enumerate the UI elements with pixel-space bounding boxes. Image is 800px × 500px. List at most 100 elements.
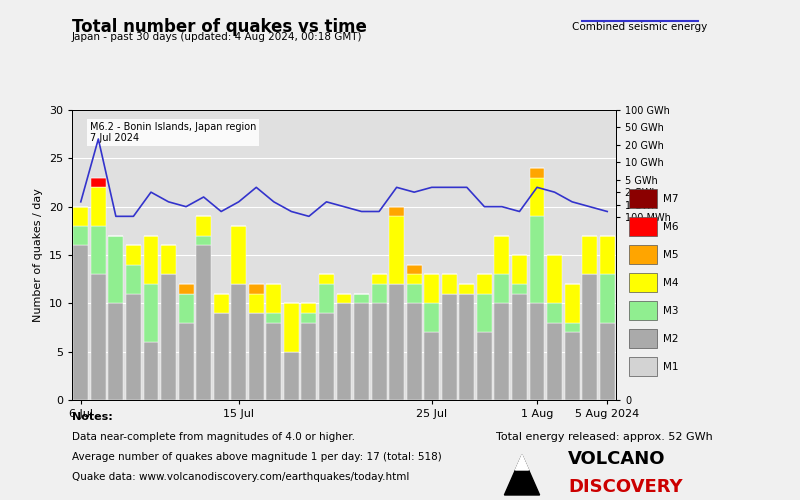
Bar [494,274,510,304]
Bar [512,255,527,284]
Text: Notes:: Notes: [72,412,113,422]
Bar [547,322,562,400]
Bar [565,332,579,400]
Bar [582,236,597,275]
Bar [161,246,176,274]
Bar [319,274,334,284]
Bar [530,304,545,400]
Bar [372,304,386,400]
Bar [565,322,579,332]
Bar [442,294,457,400]
Text: Combined seismic energy: Combined seismic energy [572,22,708,32]
Text: M5: M5 [662,250,678,260]
Bar [630,357,657,376]
Bar [512,284,527,294]
Bar [214,294,229,313]
Bar [372,274,386,284]
Bar [494,304,510,400]
Text: M6.2 - Bonin Islands, Japan region
7 Jul 2024: M6.2 - Bonin Islands, Japan region 7 Jul… [90,122,256,143]
Bar [284,352,299,400]
Bar [354,304,369,400]
Bar [389,206,404,216]
Bar [196,236,211,246]
Text: M7: M7 [662,194,678,203]
Bar [459,284,474,294]
Bar [161,274,176,400]
Bar [547,304,562,322]
Bar [372,284,386,304]
Bar [178,294,194,322]
Text: M4: M4 [662,278,678,287]
Text: Total energy released: approx. 52 GWh: Total energy released: approx. 52 GWh [496,432,713,442]
Polygon shape [504,455,539,495]
Bar [284,304,299,352]
Bar [266,284,282,313]
Bar [530,178,545,216]
Bar [91,274,106,400]
Text: Data near-complete from magnitudes of 4.0 or higher.: Data near-complete from magnitudes of 4.… [72,432,355,442]
Text: M1: M1 [662,362,678,372]
Bar [530,168,545,177]
Bar [337,304,351,400]
Bar [630,329,657,348]
Bar [231,226,246,284]
Text: Quake data: www.volcanodiscovery.com/earthquakes/today.html: Quake data: www.volcanodiscovery.com/ear… [72,472,410,482]
Bar [91,178,106,188]
Bar [214,313,229,400]
Bar [406,304,422,400]
Bar [630,301,657,320]
Bar [600,274,614,322]
Bar [494,236,510,275]
Text: M6: M6 [662,222,678,232]
Bar [74,226,88,246]
Bar [91,226,106,274]
Bar [630,273,657,292]
Text: Japan - past 30 days (updated: 4 Aug 2024, 00:18 GMT): Japan - past 30 days (updated: 4 Aug 202… [72,32,362,42]
Bar [302,313,316,322]
Text: M2: M2 [662,334,678,344]
Bar [319,284,334,313]
Text: VOLCANO: VOLCANO [568,450,666,468]
Bar [126,264,141,294]
Bar [302,304,316,313]
Bar [459,294,474,400]
Bar [630,217,657,236]
Bar [389,284,404,400]
Bar [600,236,614,275]
Bar [477,332,492,400]
Bar [424,274,439,304]
Bar [406,264,422,274]
Bar [302,322,316,400]
Bar [582,274,597,400]
Bar [126,294,141,400]
Bar [565,284,579,323]
Bar [630,189,657,208]
Bar [630,245,657,264]
Bar [109,304,123,400]
Bar [406,274,422,284]
Text: Average number of quakes above magnitude 1 per day: 17 (total: 518): Average number of quakes above magnitude… [72,452,442,462]
Bar [406,284,422,304]
Bar [424,332,439,400]
Text: DISCOVERY: DISCOVERY [568,478,682,496]
Bar [249,313,264,400]
Bar [512,294,527,400]
Bar [143,342,158,400]
Bar [91,188,106,226]
Bar [477,294,492,333]
Bar [337,294,351,304]
Y-axis label: Number of quakes / day: Number of quakes / day [34,188,43,322]
Bar [109,236,123,304]
Bar [266,313,282,322]
Bar [178,322,194,400]
Bar [74,206,88,226]
Text: M3: M3 [662,306,678,316]
Bar [74,246,88,400]
Bar [126,246,141,264]
Bar [249,284,264,294]
Bar [477,274,492,293]
Text: Total number of quakes vs time: Total number of quakes vs time [72,18,367,36]
Bar [196,216,211,236]
Bar [530,216,545,304]
Bar [547,255,562,304]
